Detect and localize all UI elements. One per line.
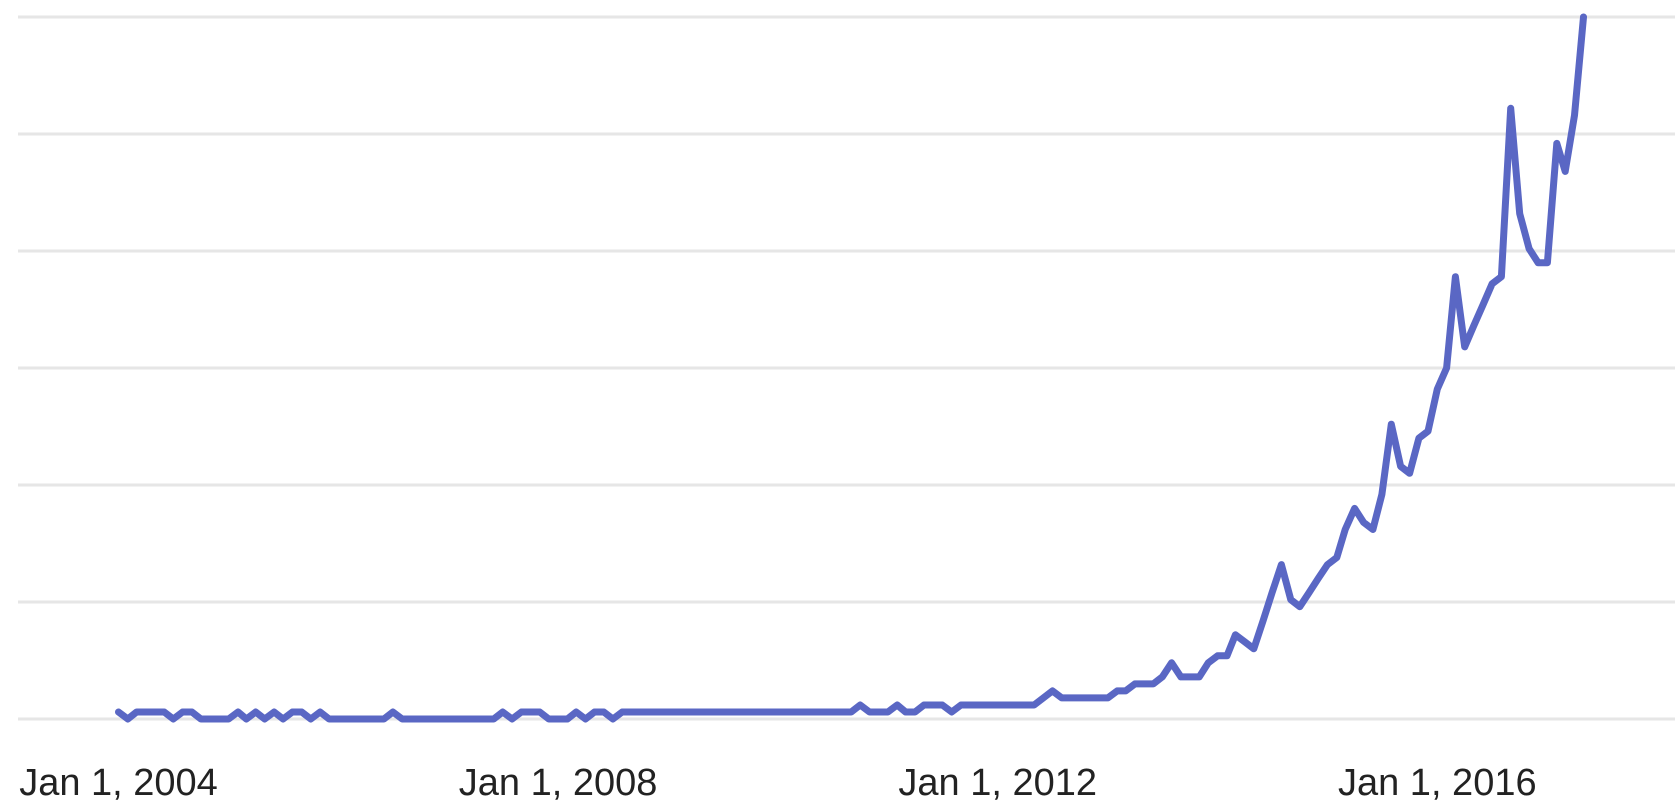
series-layer [115, 13, 1587, 723]
x-axis: Jan 1, 2004 Jan 1, 2008 Jan 1, 2012 Jan … [19, 762, 1536, 804]
x-tick-label: Jan 1, 2016 [1338, 762, 1537, 804]
gridlines [18, 15, 1675, 721]
series-line [115, 13, 1587, 723]
x-tick-label: Jan 1, 2012 [898, 762, 1097, 804]
x-tick-label: Jan 1, 2004 [19, 762, 218, 804]
x-tick-label: Jan 1, 2008 [459, 762, 658, 804]
